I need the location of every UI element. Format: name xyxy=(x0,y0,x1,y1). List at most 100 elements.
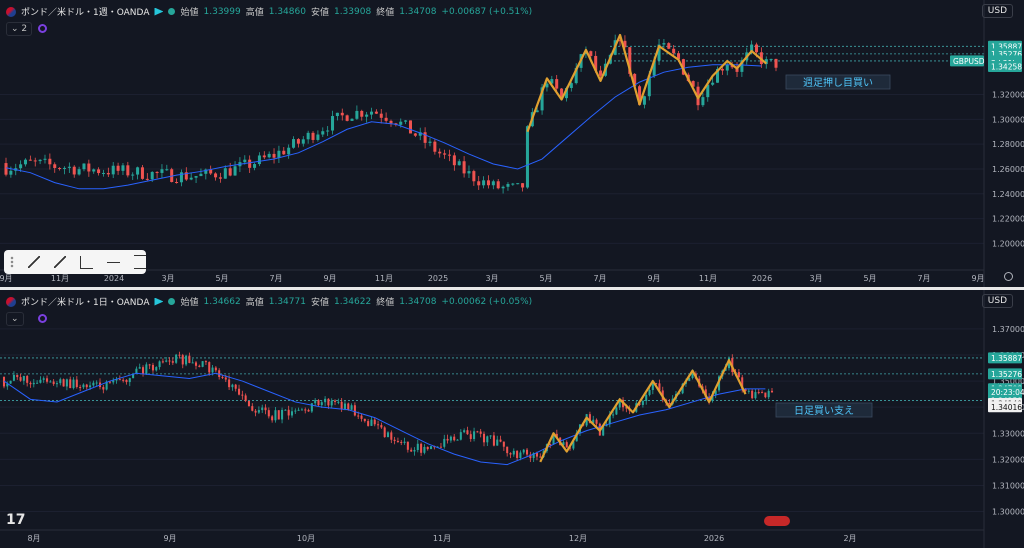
candle-body xyxy=(253,164,257,168)
candle-body xyxy=(43,158,47,160)
candle-body xyxy=(370,419,373,426)
collapse-indicators-button[interactable]: ⌄ 2 xyxy=(6,22,33,36)
trend-line-icon[interactable] xyxy=(27,256,40,268)
candle-body xyxy=(416,443,419,451)
open-label: 始値 xyxy=(180,298,199,308)
flag-marker-icon[interactable] xyxy=(154,297,164,306)
candle-body xyxy=(645,394,648,402)
x-tick-label: 5月 xyxy=(215,274,228,283)
daily-chart-pane[interactable]: 1.370001.360001.350001.340001.330001.320… xyxy=(0,290,1024,548)
candle-body xyxy=(343,403,346,409)
candle-body xyxy=(6,383,9,387)
candle-body xyxy=(761,392,764,394)
candle-body xyxy=(29,382,32,385)
daily-chart-header: ポンド／米ドル・1日・OANDA 始値 1.34662 高値 1.34771 安値 1… xyxy=(6,295,532,308)
candle-body xyxy=(284,409,287,411)
candle-body xyxy=(314,400,317,404)
flag-marker-icon[interactable] xyxy=(154,7,164,16)
candle-body xyxy=(386,432,390,438)
candle-body xyxy=(625,407,628,409)
candle-body xyxy=(740,60,744,72)
candle-body xyxy=(540,87,544,111)
candle-body xyxy=(340,401,343,409)
candle-body xyxy=(19,164,23,169)
daily-chart-canvas[interactable]: 1.370001.360001.350001.340001.330001.320… xyxy=(0,290,1024,548)
candle-body xyxy=(347,403,350,410)
candle-body xyxy=(223,168,227,179)
fib-retracement-icon[interactable] xyxy=(133,255,146,269)
candle-body xyxy=(326,130,330,132)
candle-body xyxy=(509,453,512,455)
candle-body xyxy=(218,177,222,179)
price-tag-label: 1.34016 xyxy=(991,403,1022,412)
candle-body xyxy=(330,400,333,406)
settings-gear-icon[interactable] xyxy=(1004,272,1013,281)
parallel-channel-icon[interactable] xyxy=(80,255,94,269)
candle-body xyxy=(423,132,427,143)
high-value: 1.34771 xyxy=(268,296,306,307)
event-flags-icon[interactable] xyxy=(764,516,790,526)
candle-body xyxy=(428,141,432,143)
candle-body xyxy=(754,44,759,53)
candle-body xyxy=(555,79,559,89)
x-tick-label: 2025 xyxy=(428,274,448,283)
weekly-chart-canvas[interactable]: 1.32000 1.30000 1.28000 1.26000 1.24000 1.220… xyxy=(0,0,1024,287)
candle-body xyxy=(165,169,169,171)
candle-body xyxy=(618,40,622,42)
candle-body xyxy=(307,409,310,412)
candle-body xyxy=(136,167,140,175)
x-tick-label: 11月 xyxy=(51,274,69,283)
pane-separator[interactable] xyxy=(0,287,1024,290)
candle-body xyxy=(272,153,276,158)
candle-body xyxy=(19,377,22,381)
candle-body xyxy=(178,354,181,356)
weekly-chart-pane[interactable]: 1.32000 1.30000 1.28000 1.26000 1.24000 1.220… xyxy=(0,0,1024,287)
candle-body xyxy=(228,379,231,388)
candle-body xyxy=(535,452,538,457)
daily-symbol-title[interactable]: ポンド／米ドル・1日・OANDA xyxy=(21,298,150,308)
drag-handle-icon[interactable] xyxy=(10,256,14,268)
candle-body xyxy=(453,436,456,441)
candle-body xyxy=(95,382,98,384)
candle-body xyxy=(116,165,120,171)
candle-body xyxy=(189,177,193,180)
candle-body xyxy=(231,384,234,388)
candle-body xyxy=(337,401,340,403)
candle-body xyxy=(365,114,369,117)
x-tick-label: 9月 xyxy=(323,274,336,283)
y-tick-label: 1.28000 xyxy=(992,140,1024,149)
candle-body xyxy=(234,384,237,389)
weekly-symbol-title[interactable]: ポンド／米ドル・1週・OANDA xyxy=(21,8,150,18)
tradingview-logo[interactable]: 17 xyxy=(6,512,26,528)
candle-body xyxy=(737,372,740,378)
currency-selector[interactable]: USD xyxy=(981,294,1013,308)
candle-body xyxy=(618,399,621,408)
drawing-toolbar[interactable] xyxy=(4,250,146,274)
candle-body xyxy=(118,379,121,381)
indicator-icon[interactable] xyxy=(38,314,47,323)
market-status-icon xyxy=(168,298,176,305)
candle-body xyxy=(277,150,281,158)
candle-body xyxy=(638,86,642,105)
candle-body xyxy=(647,75,651,97)
x-tick-label: 9月 xyxy=(971,274,984,283)
y-tick-label: 1.35000 xyxy=(992,377,1024,386)
candle-body xyxy=(706,84,710,98)
candle-body xyxy=(681,59,685,75)
currency-selector[interactable]: USD xyxy=(981,4,1013,18)
candle-body xyxy=(132,373,135,379)
candle-body xyxy=(466,430,469,435)
moving-average-line xyxy=(5,64,762,190)
price-tag-label: 1.35887 xyxy=(991,42,1022,51)
y-tick-label: 1.26000 xyxy=(992,165,1024,174)
indicator-icon[interactable] xyxy=(38,24,47,33)
candle-body xyxy=(301,139,305,144)
candle-body xyxy=(560,88,564,99)
candle-body xyxy=(184,172,188,180)
candle-body xyxy=(512,450,515,455)
horizontal-ray-icon[interactable] xyxy=(107,261,120,263)
candle-body xyxy=(691,81,695,87)
ray-icon[interactable] xyxy=(53,256,67,268)
collapse-indicators-button[interactable]: ⌄ xyxy=(6,312,24,326)
candle-body xyxy=(438,151,442,154)
